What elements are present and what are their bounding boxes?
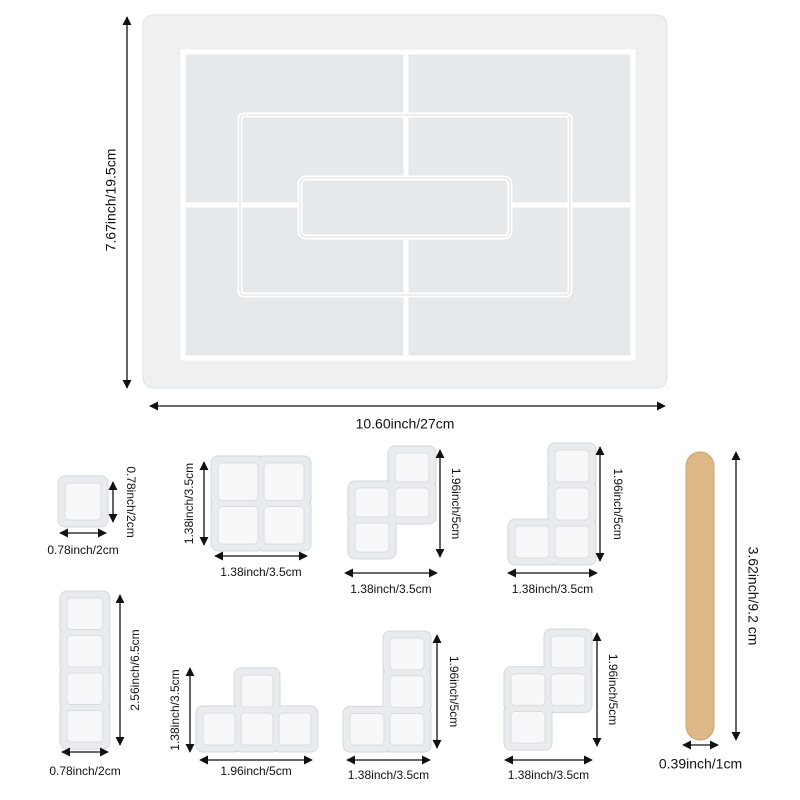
width-label: 1.38inch/3.5cm — [350, 582, 431, 596]
mold-cell — [554, 525, 590, 559]
height-label: 0.78inch/2cm — [124, 466, 138, 537]
width-label: 1.38inch/3.5cm — [512, 582, 593, 596]
tray-width: 10.60inch/27cm — [356, 416, 455, 432]
mold-piece — [342, 630, 432, 753]
mold-cell — [389, 675, 425, 708]
craft-stick — [685, 451, 715, 741]
mold-cell — [66, 672, 104, 705]
mold-cell — [389, 712, 425, 746]
mold-cell — [64, 482, 102, 521]
mold-piece — [685, 451, 715, 741]
mold-cell — [394, 487, 430, 518]
mold-piece — [503, 628, 593, 751]
height-label: 1.38inch/3.5cm — [182, 463, 196, 544]
mold-piece — [57, 475, 109, 528]
mold-cell — [514, 525, 550, 559]
width-label: 1.38inch/3.5cm — [508, 768, 589, 782]
width-label: 0.78inch/2cm — [47, 543, 118, 557]
width-label: 0.78inch/2cm — [49, 764, 120, 778]
mold-cell — [550, 635, 586, 669]
mold-cell — [510, 673, 546, 706]
mold-cell — [394, 452, 430, 483]
mold-cell — [240, 674, 274, 708]
mold-piece — [195, 667, 319, 753]
mold-cell — [550, 673, 586, 706]
height-label: 1.96inch/5cm — [611, 468, 625, 539]
height-label: 1.96inch/5cm — [447, 656, 461, 727]
height-label: 2.56inch/6.5cm — [128, 629, 142, 710]
height-label: 1.96inch/5cm — [606, 654, 620, 725]
mold-piece — [210, 455, 312, 552]
width-label: 1.38inch/3.5cm — [348, 768, 429, 782]
mold-cell — [202, 712, 236, 746]
mold-cell — [66, 710, 104, 743]
height-label: 1.38inch/3.5cm — [168, 669, 182, 750]
mold-cell — [263, 462, 305, 501]
width-label: 1.38inch/3.5cm — [220, 565, 301, 579]
mold-cell — [263, 506, 305, 545]
mold-cell — [278, 712, 312, 746]
mold-piece — [507, 442, 597, 566]
mold-cell — [389, 637, 425, 671]
mold-piece — [347, 445, 437, 560]
mold-cell — [554, 449, 590, 483]
mold-piece — [59, 590, 111, 750]
width-label: 1.96inch/5cm — [220, 764, 291, 778]
height-label: 1.96inch/5cm — [449, 468, 463, 539]
mold-cell — [554, 487, 590, 521]
tray — [142, 14, 668, 389]
height-label: 3.62inch/9.2 cm — [745, 547, 761, 646]
tray-height: 7.67inch/19.5cm — [103, 149, 119, 252]
mold-cell — [66, 597, 104, 630]
mold-cell — [66, 635, 104, 668]
mold-cell — [217, 506, 259, 545]
mold-cell — [217, 462, 259, 501]
mold-cell — [349, 712, 385, 746]
mold-cell — [354, 522, 390, 553]
width-label: 0.39inch/1cm — [659, 756, 742, 772]
mold-cell — [240, 712, 274, 746]
mold-cell — [510, 710, 546, 744]
mold-cell — [354, 487, 390, 518]
